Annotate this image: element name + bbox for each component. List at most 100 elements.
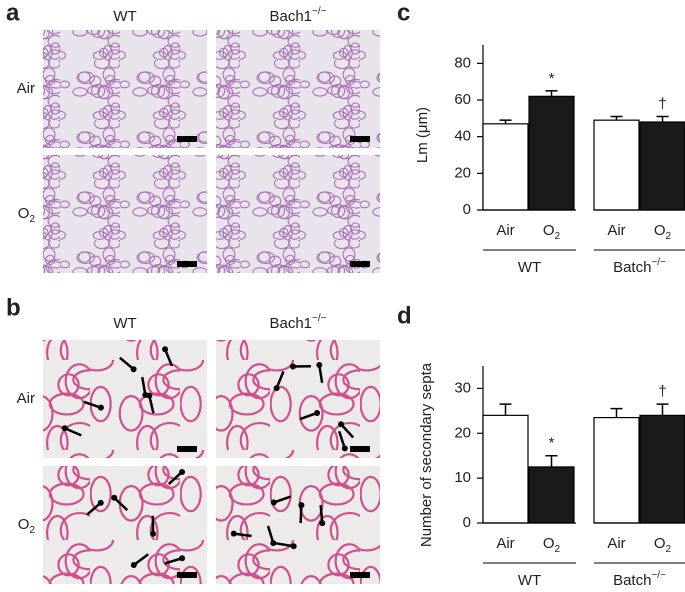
row-label: O2 xyxy=(18,516,36,536)
text-part: Bach1 xyxy=(269,8,312,25)
bar xyxy=(483,415,528,523)
micrograph xyxy=(216,155,380,273)
column-label: WT xyxy=(113,315,136,332)
text-part: 2 xyxy=(29,525,35,536)
x-tick-label: O2 xyxy=(543,222,561,242)
bar xyxy=(483,124,528,210)
arrow-head xyxy=(111,495,117,501)
x-tick-label: O2 xyxy=(654,222,672,242)
arrow-head xyxy=(314,410,320,416)
arrow-head xyxy=(150,531,156,537)
text-part: O xyxy=(18,205,30,222)
arrow-head xyxy=(271,499,277,505)
group-label: WT xyxy=(518,572,541,587)
arrow-head xyxy=(342,445,348,451)
y-tick-label: 10 xyxy=(454,469,471,486)
panel-letter: b xyxy=(6,294,21,321)
text-part: −/− xyxy=(651,257,666,268)
scale-bar xyxy=(177,136,197,142)
x-tick-label: Air xyxy=(496,222,514,239)
x-tick-label: Air xyxy=(496,535,514,552)
arrow-head xyxy=(98,405,104,411)
micrograph xyxy=(43,30,207,148)
text-part: Batch xyxy=(613,259,651,276)
bar xyxy=(594,120,639,210)
arrow-head xyxy=(338,421,344,427)
scale-bar xyxy=(177,446,197,452)
arrow-head xyxy=(298,502,304,508)
scale-bar xyxy=(177,572,197,578)
annotation: * xyxy=(549,70,555,87)
bar xyxy=(640,415,685,523)
arrow-head xyxy=(231,531,237,537)
text-part: Bach1 xyxy=(269,315,312,332)
column-label: Bach1−/− xyxy=(269,6,326,25)
arrow-head xyxy=(274,385,280,391)
group-label: WT xyxy=(518,259,541,276)
scale-bar xyxy=(350,261,370,267)
scale-bar xyxy=(350,446,370,452)
y-axis-label: Number of secondary septa xyxy=(418,362,435,547)
text-part: O xyxy=(18,516,30,533)
micrograph xyxy=(216,340,380,458)
y-tick-label: 0 xyxy=(463,514,471,531)
row-label: Air xyxy=(17,80,35,97)
column-label: Bach1−/− xyxy=(269,313,326,332)
micrograph xyxy=(43,466,207,584)
y-axis-label: Lm (μm) xyxy=(414,107,431,163)
arrow-head xyxy=(270,540,276,546)
y-tick-label: 20 xyxy=(454,424,471,441)
arrow-head xyxy=(316,362,322,368)
arrow-head xyxy=(131,562,137,568)
arrow-head xyxy=(179,555,185,561)
y-tick-label: 40 xyxy=(454,128,471,145)
panel-letter: d xyxy=(397,302,412,329)
panel-letter: a xyxy=(6,0,20,26)
column-label: WT xyxy=(113,8,136,25)
text-part: 2 xyxy=(666,231,672,242)
x-tick-label: Air xyxy=(607,535,625,552)
y-tick-label: 0 xyxy=(463,201,471,218)
x-tick-label: O2 xyxy=(654,535,672,555)
arrow-head xyxy=(179,469,185,475)
annotation: † xyxy=(658,383,666,400)
arrow-head xyxy=(146,393,152,399)
bar xyxy=(529,96,574,210)
scale-bar xyxy=(350,136,370,142)
arrow-head xyxy=(162,346,168,352)
y-tick-label: 30 xyxy=(454,379,471,396)
text-part: 2 xyxy=(555,231,561,242)
arrow-head xyxy=(62,425,68,431)
bar xyxy=(529,467,574,523)
micrograph xyxy=(43,340,207,458)
arrow-head xyxy=(290,364,296,370)
text-part: −/− xyxy=(312,313,327,324)
text-part: O xyxy=(654,535,666,552)
annotation: * xyxy=(549,435,555,452)
scale-bar xyxy=(350,572,370,578)
text-part: −/− xyxy=(312,6,327,17)
scale-bar xyxy=(177,261,197,267)
micrograph xyxy=(216,466,380,584)
text-part: 2 xyxy=(666,544,672,555)
x-tick-label: Air xyxy=(607,222,625,239)
annotation: † xyxy=(658,95,666,112)
y-tick-label: 20 xyxy=(454,164,471,181)
text-part: O xyxy=(654,222,666,239)
panel-letter: c xyxy=(397,0,410,26)
arrow-head xyxy=(291,543,297,549)
bar xyxy=(640,122,685,210)
text-part: O xyxy=(543,535,555,552)
text-part: 2 xyxy=(555,544,561,555)
text-part: 2 xyxy=(29,214,35,225)
bar xyxy=(594,418,639,523)
micrograph xyxy=(43,155,207,273)
y-tick-label: 60 xyxy=(454,91,471,108)
row-label: Air xyxy=(17,390,35,407)
text-part: Batch xyxy=(613,572,651,587)
text-part: O xyxy=(543,222,555,239)
micrograph xyxy=(216,30,380,148)
arrow-head xyxy=(319,520,325,526)
y-tick-label: 80 xyxy=(454,54,471,71)
